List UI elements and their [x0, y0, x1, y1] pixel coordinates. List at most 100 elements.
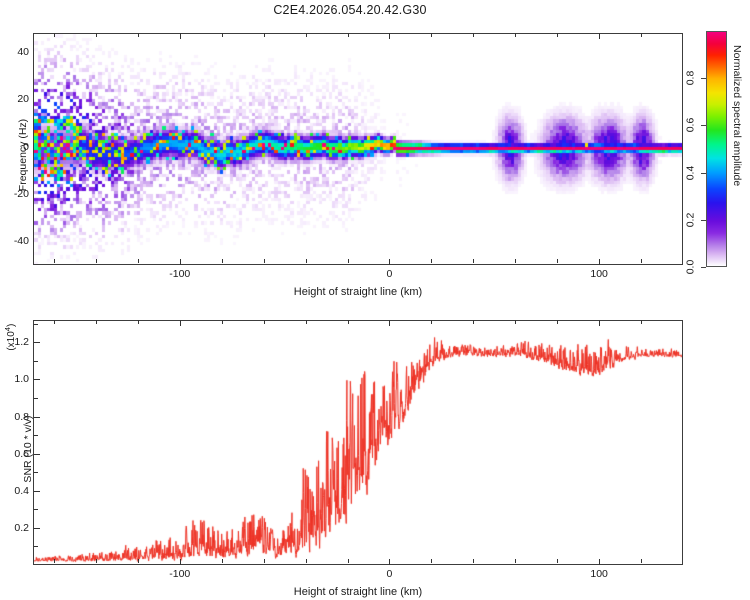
y-tick-label: 0.2	[14, 521, 29, 534]
x-tick	[179, 559, 181, 565]
colorbar-tick	[701, 219, 706, 221]
y-tick	[34, 342, 40, 344]
x-tick-label: 100	[590, 268, 608, 280]
y-tick	[34, 509, 38, 511]
x-tick-top	[641, 33, 643, 37]
x-tick	[473, 259, 475, 263]
colorbar-tick-label: 0.2	[684, 212, 697, 228]
colorbar-tick-label: 0.8	[684, 70, 697, 86]
x-tick	[473, 559, 475, 563]
x-tick-top	[515, 33, 517, 37]
x-tick-top	[263, 33, 265, 37]
x-tick-top	[473, 320, 475, 324]
y-tick-label: -20	[13, 187, 29, 200]
x-tick	[263, 559, 265, 563]
y-tick	[34, 453, 40, 455]
figure-title: C2E4.2026.054.20.42.G30	[273, 3, 427, 17]
x-tick	[347, 559, 349, 563]
x-tick-top	[557, 320, 559, 324]
x-tick	[557, 559, 559, 563]
colorbar-tick	[701, 78, 706, 80]
x-tick-top	[641, 320, 643, 324]
x-tick-top	[599, 33, 601, 39]
x-tick	[137, 559, 139, 563]
x-tick	[599, 259, 601, 265]
x-tick-top	[179, 320, 181, 326]
x-tick	[641, 559, 643, 563]
colorbar-label-wrap: Normalized spectral amplitude	[729, 31, 747, 267]
x-tick	[179, 259, 181, 265]
y-tick	[34, 379, 40, 381]
y-tick	[34, 435, 38, 437]
colorbar-tick	[701, 172, 706, 174]
x-tick	[305, 259, 307, 263]
x-tick-top	[221, 320, 223, 324]
x-tick-top	[389, 33, 391, 39]
spectrogram-plot-area	[33, 33, 683, 265]
x-tick	[95, 559, 97, 563]
x-tick	[515, 559, 517, 563]
x-tick-top	[95, 320, 97, 324]
x-tick	[599, 559, 601, 565]
spectrogram-y-axis-label: Frequency (Hz)	[17, 118, 29, 192]
x-tick-top	[557, 33, 559, 37]
x-tick-top	[53, 33, 55, 37]
y-tick-label: 1.0	[14, 373, 29, 386]
x-tick	[347, 259, 349, 263]
colorbar-tick-label: 0.6	[684, 118, 697, 133]
x-tick	[557, 259, 559, 263]
y-tick	[34, 397, 38, 399]
x-tick-top	[263, 320, 265, 324]
x-tick	[221, 559, 223, 563]
snr-plot-area	[33, 320, 683, 565]
x-tick-top	[347, 33, 349, 37]
x-tick-top	[305, 33, 307, 37]
y-tick-label: 0.6	[14, 447, 29, 460]
x-tick-label: 0	[386, 568, 393, 580]
y-tick	[34, 490, 40, 492]
y-tick	[34, 416, 40, 418]
x-tick	[263, 259, 265, 263]
x-tick-label: 100	[590, 568, 608, 580]
colorbar	[706, 31, 727, 267]
x-tick	[95, 259, 97, 263]
y-tick	[34, 360, 38, 362]
y-tick	[34, 323, 38, 325]
x-tick-label: 0	[386, 268, 393, 280]
x-tick	[431, 559, 433, 563]
y-tick-label: 1.2	[14, 336, 29, 349]
y-tick	[34, 546, 38, 548]
y-tick-label: 40	[17, 45, 29, 58]
x-tick	[53, 259, 55, 263]
x-tick	[221, 259, 223, 263]
snr-y-exponent-label: (x104)	[2, 323, 18, 351]
x-tick-top	[473, 33, 475, 37]
x-tick-top	[179, 33, 181, 39]
x-tick-top	[347, 320, 349, 324]
y-tick-label: 0.8	[14, 410, 29, 423]
y-tick-label: 0.4	[14, 484, 29, 497]
x-tick	[53, 559, 55, 563]
x-tick-top	[53, 320, 55, 324]
spectrogram-canvas	[34, 34, 682, 264]
snr-y-axis-label: SNR (10 * v/v)	[22, 415, 34, 483]
colorbar-tick-label: 0.0	[684, 259, 697, 275]
x-tick-top	[431, 320, 433, 324]
x-tick-top	[95, 33, 97, 37]
x-tick	[389, 259, 391, 265]
x-tick-top	[305, 320, 307, 324]
colorbar-tick	[701, 125, 706, 127]
spectrogram-x-axis-label: Height of straight line (km)	[293, 286, 423, 298]
x-tick-top	[389, 320, 391, 326]
colorbar-tick	[701, 267, 706, 268]
x-tick-top	[599, 320, 601, 326]
y-tick-label: -40	[13, 235, 29, 248]
snr-x-axis-label: Height of straight line (km)	[293, 586, 423, 598]
x-tick-label: -100	[169, 268, 191, 280]
snr-canvas	[34, 321, 682, 564]
x-tick-top	[221, 33, 223, 37]
snr-exp-base: (x10	[6, 331, 18, 351]
colorbar-tick-label: 0.4	[684, 165, 697, 180]
x-tick	[389, 559, 391, 565]
